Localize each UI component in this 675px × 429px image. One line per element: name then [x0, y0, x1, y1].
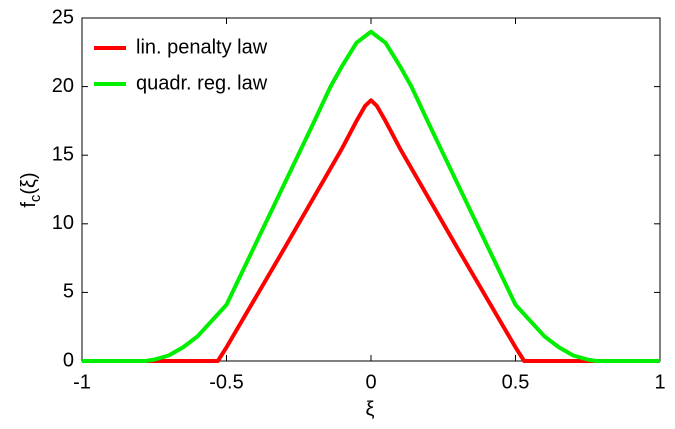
x-tick-label: -0.5: [209, 371, 243, 393]
y-tick-label: 10: [52, 212, 74, 234]
y-axis-label: fc(ξ): [18, 172, 44, 207]
y-tick-label: 5: [63, 281, 74, 303]
y-label-arg: (ξ): [18, 172, 40, 194]
line-series: [82, 29, 660, 363]
x-tick-label: 1: [654, 371, 665, 393]
y-tick-label: 15: [52, 143, 74, 165]
y-label-base: f: [18, 202, 40, 208]
y-tick-label: 25: [52, 6, 74, 28]
y-tick-label: 0: [63, 349, 74, 371]
legend-label: lin. penalty law: [136, 36, 268, 58]
plot-frame: [81, 17, 661, 362]
x-tick-label: -1: [73, 371, 91, 393]
legend-label: quadr. reg. law: [136, 72, 268, 94]
x-axis-label: ξ: [366, 398, 375, 420]
x-tick-label: 0.5: [502, 371, 530, 393]
y-tick-label: 20: [52, 75, 74, 97]
x-tick-label: 0: [365, 371, 376, 393]
y-label-subscript: c: [27, 194, 44, 202]
line-series: [82, 98, 660, 363]
